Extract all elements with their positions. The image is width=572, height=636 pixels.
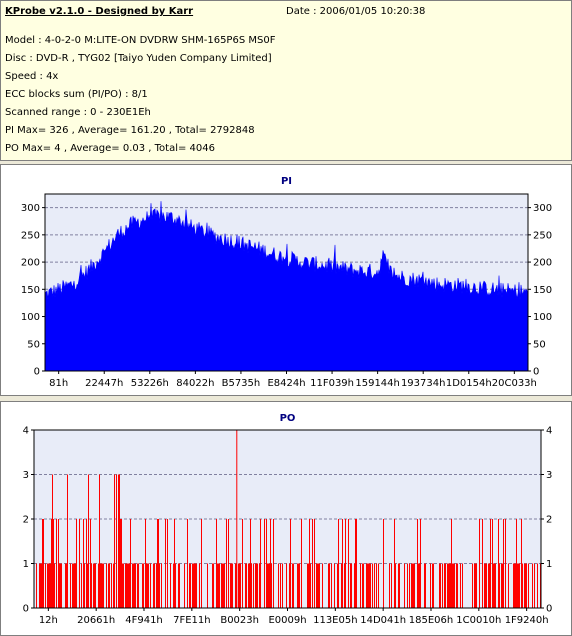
y-tick-label-right: 50 — [533, 339, 546, 350]
x-tick-label: 22447h — [85, 378, 123, 389]
y-tick-label-right: 2 — [546, 515, 552, 526]
y-tick-label-left: 50 — [27, 339, 40, 350]
x-tick-label: 7FE11h — [173, 615, 211, 626]
app-title: KProbe v2.1.0 - Designed by Karr — [5, 6, 194, 17]
y-tick-label-right: 4 — [546, 426, 552, 437]
pi-chart-panel: PI 0 0 50 50 100 100 150 150 200 200 250 250 300 300 81… — [0, 164, 572, 396]
y-tick-label-left: 3 — [23, 470, 29, 481]
x-tick-label: 193734h — [401, 378, 446, 389]
x-tick-label: B0023h — [220, 615, 259, 626]
scan-date: Date : 2006/01/05 10:20:38 — [286, 6, 426, 17]
x-tick-label: 1F9240h — [505, 615, 549, 626]
y-tick-label-right: 300 — [533, 203, 552, 214]
x-tick-label: 20C033h — [492, 378, 537, 389]
po-series — [36, 430, 541, 608]
y-tick-label-right: 1 — [546, 559, 552, 570]
plot-border — [44, 193, 529, 372]
x-tick-label: 14D041h — [360, 615, 406, 626]
pi-stats: PI Max= 326 , Average= 161.20 , Total= 2… — [5, 125, 255, 136]
y-tick-label-right: 250 — [533, 230, 552, 241]
x-tick-label: 81h — [49, 378, 68, 389]
po-chart-panel: PO 0 0 1 1 2 2 3 3 4 4 12h 20661h 4F941h 7FE11h B0023h E… — [0, 401, 572, 636]
po-chart: PO 0 0 1 1 2 2 3 3 4 4 12h 20661h 4F941h 7FE11h B0023h E… — [23, 413, 553, 626]
disc-info: Disc : DVD-R , TYG02 [Taiyo Yuden Compan… — [5, 53, 272, 64]
pi-chart: PI 0 0 50 50 100 100 150 150 200 200 250 250 300 300 81… — [21, 176, 552, 389]
y-tick-label-right: 0 — [546, 604, 552, 615]
y-tick-label-left: 250 — [21, 230, 40, 241]
x-tick-label: 113E05h — [313, 615, 357, 626]
x-tick-label: B5735h — [222, 378, 261, 389]
y-tick-label-left: 150 — [21, 285, 40, 296]
y-tick-label-right: 0 — [533, 367, 539, 378]
x-tick-label: 159144h — [355, 378, 400, 389]
po-stats: PO Max= 4 , Average= 0.03 , Total= 4046 — [5, 143, 215, 154]
x-tick-label: E0009h — [268, 615, 306, 626]
chart-title: PO — [280, 413, 296, 424]
scanned-range: Scanned range : 0 - 230E1Eh — [5, 107, 151, 118]
chart-title: PI — [281, 176, 292, 187]
x-tick-label: 11F039h — [310, 378, 354, 389]
speed-info: Speed : 4x — [5, 71, 59, 82]
y-tick-label-left: 2 — [23, 515, 29, 526]
y-tick-label-right: 200 — [533, 258, 552, 269]
x-tick-label: 53226h — [131, 378, 169, 389]
y-tick-label-right: 3 — [546, 470, 552, 481]
y-tick-label-left: 4 — [23, 426, 29, 437]
x-tick-label: 12h — [39, 615, 58, 626]
drive-model: Model : 4-0-2-0 M:LITE-ON DVDRW SHM-165P… — [5, 35, 276, 46]
info-panel: KProbe v2.1.0 - Designed by Karr Date : … — [0, 0, 572, 161]
x-tick-label: E8424h — [267, 378, 305, 389]
ecc-sum: ECC blocks sum (PI/PO) : 8/1 — [5, 89, 148, 100]
y-tick-label-left: 100 — [21, 312, 40, 323]
plot-border — [33, 429, 542, 609]
y-tick-label-left: 1 — [23, 559, 29, 570]
y-tick-label-left: 0 — [23, 604, 29, 615]
x-tick-label: 185E06h — [409, 615, 453, 626]
y-tick-label-right: 150 — [533, 285, 552, 296]
y-tick-label-right: 100 — [533, 312, 552, 323]
y-tick-label-left: 300 — [21, 203, 40, 214]
y-tick-label-left: 0 — [34, 367, 40, 378]
pi-series-area — [44, 201, 529, 372]
x-tick-label: 1C0010h — [456, 615, 501, 626]
x-tick-label: 84022h — [176, 378, 214, 389]
x-tick-label: 1D0154h — [446, 378, 492, 389]
y-tick-label-left: 200 — [21, 258, 40, 269]
x-tick-label: 20661h — [77, 615, 115, 626]
x-tick-label: 4F941h — [125, 615, 163, 626]
